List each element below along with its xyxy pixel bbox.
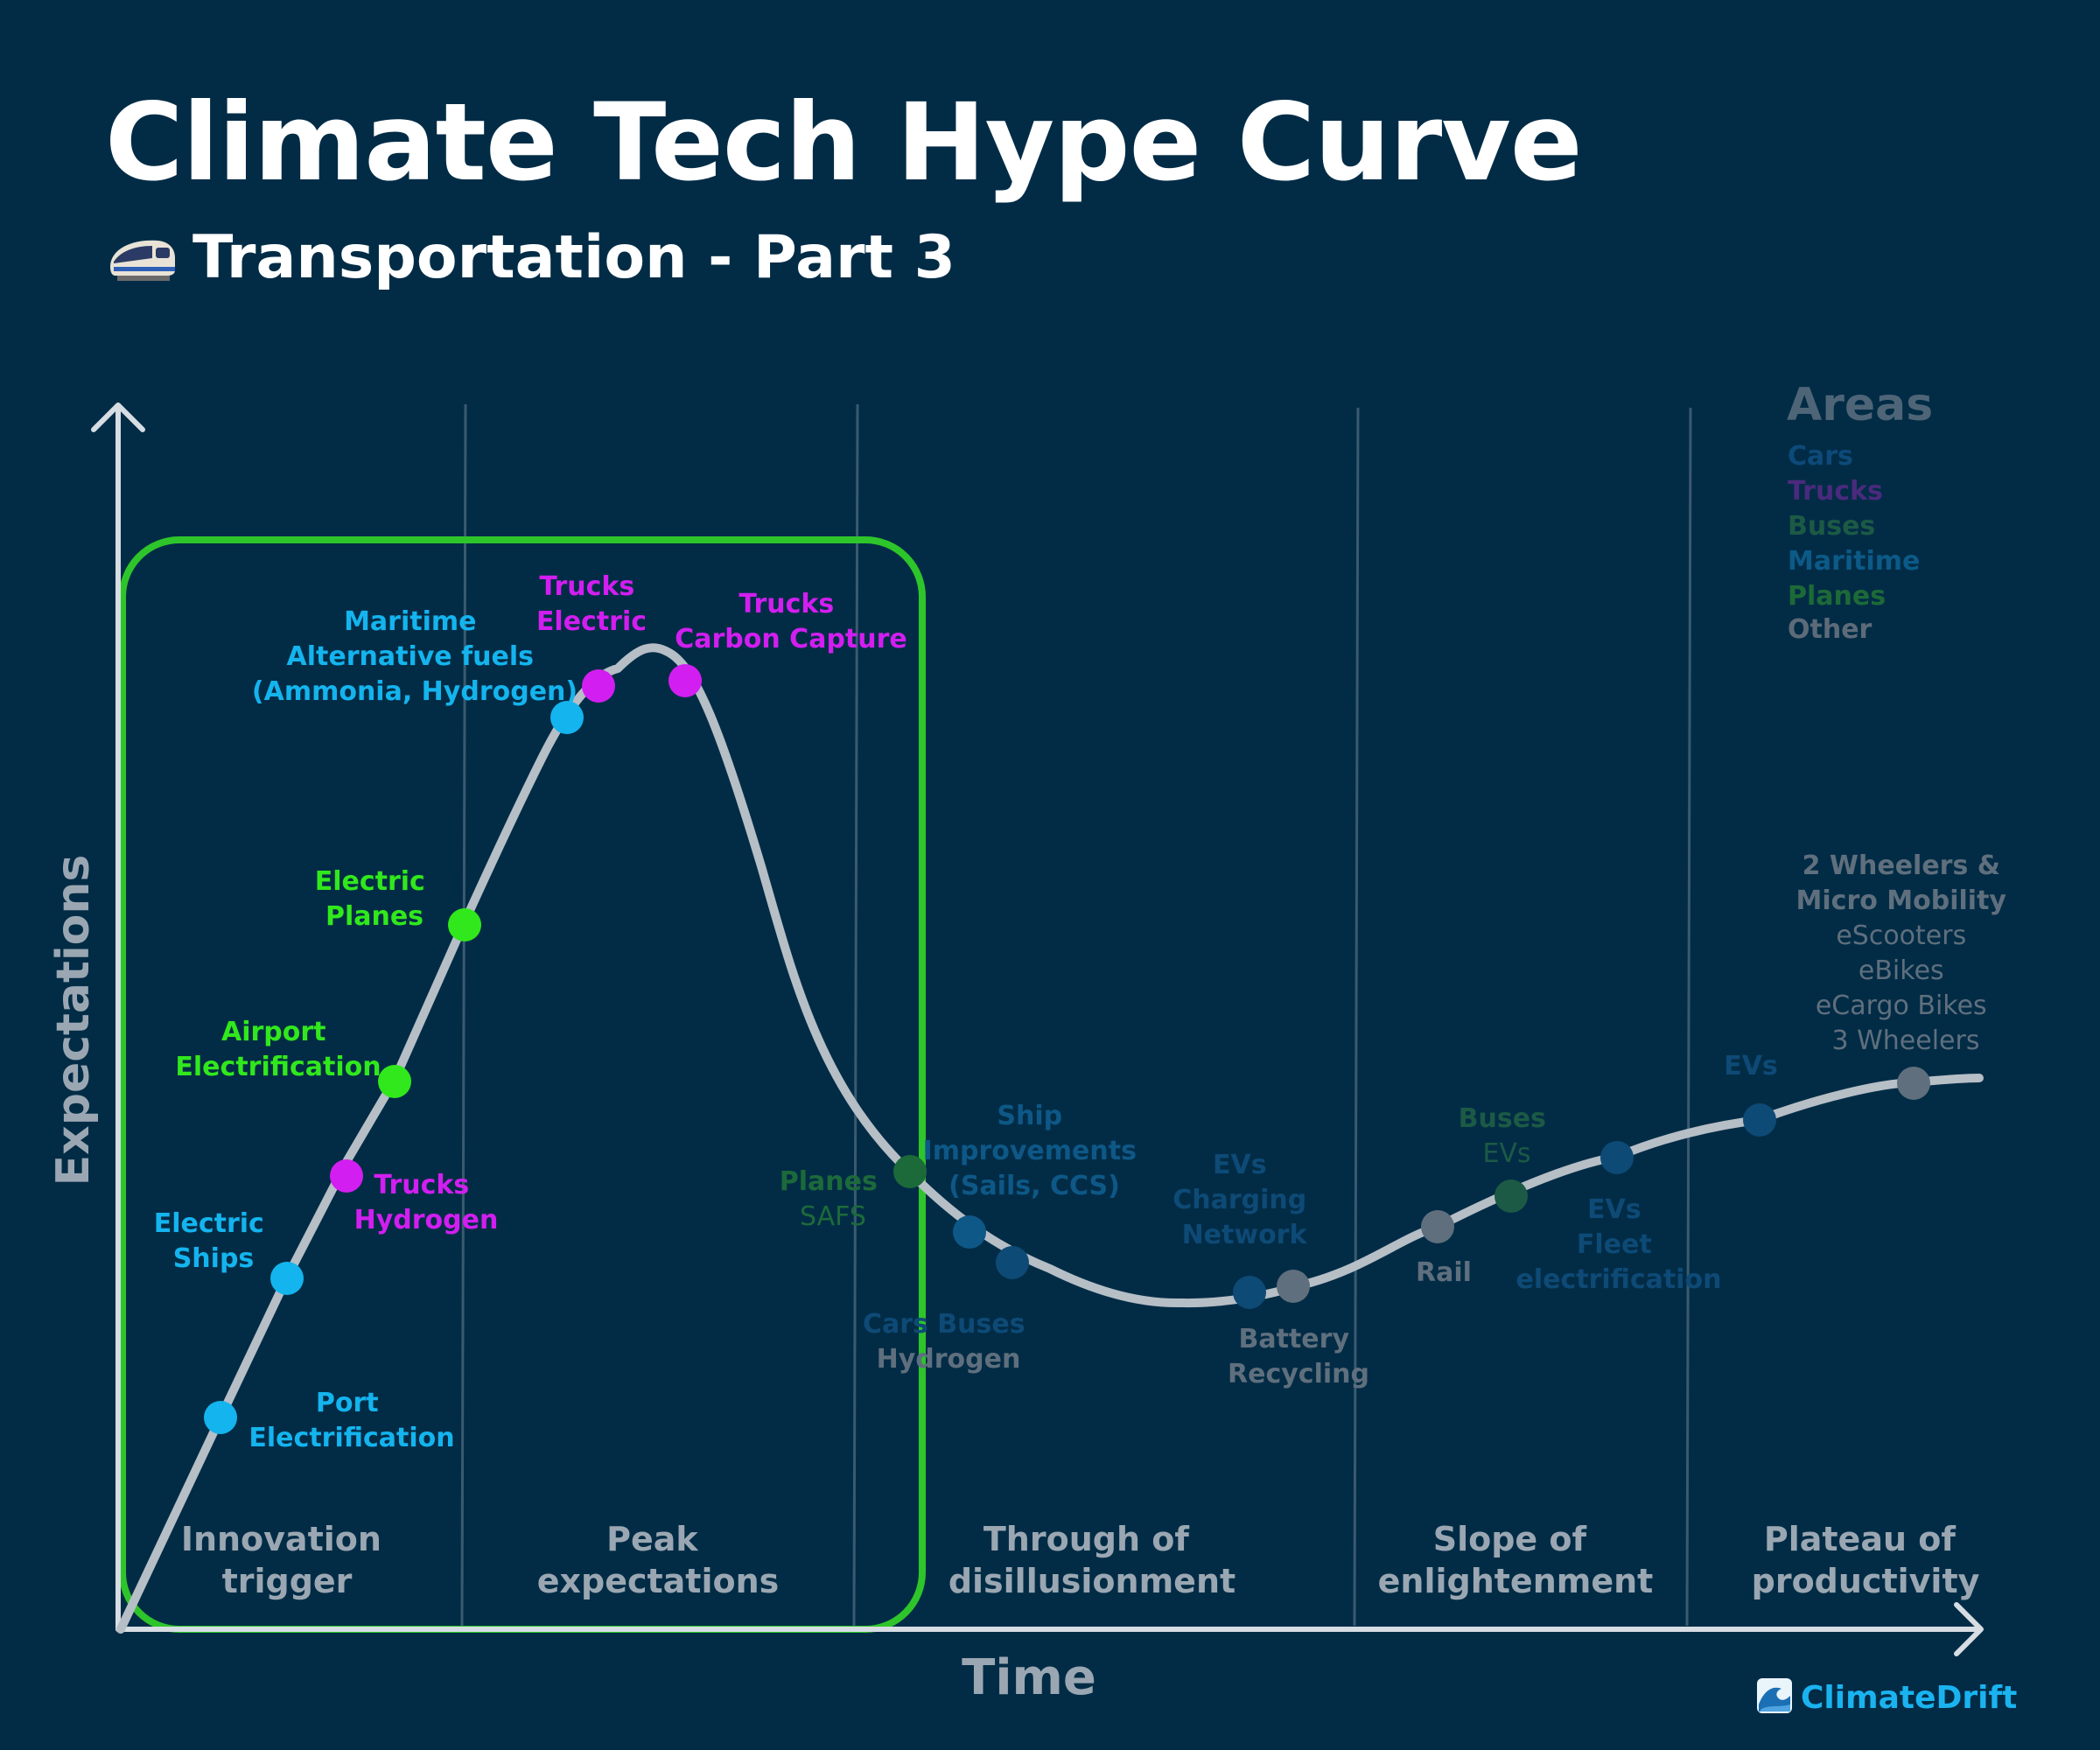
- axes: [91, 402, 1984, 1656]
- label-evs-charging: EVs Charging Network: [1172, 1150, 1315, 1250]
- label-rail: Rail: [1416, 1257, 1472, 1288]
- legend-item-other: Other: [1788, 614, 1872, 645]
- point-planes-safs: [893, 1155, 927, 1188]
- label-trucks-electric: Trucks Electric: [536, 571, 647, 637]
- hype-curve: [116, 643, 1984, 1634]
- phase-divider: [852, 403, 859, 1627]
- y-axis-arrow: [91, 402, 145, 432]
- phase-label-slope-enlightenment: Slope of enlightenment: [1378, 1520, 1654, 1600]
- x-axis-label: Time: [962, 1649, 1096, 1706]
- legend-item-planes: Planes: [1788, 581, 1886, 612]
- train-icon: [110, 240, 175, 281]
- phase-labels: Innovation trigger Peak expectations Thr…: [181, 1520, 1980, 1600]
- legend-item-buses: Buses: [1788, 511, 1875, 542]
- point-buses-evs: [1494, 1180, 1528, 1213]
- point-airport-electrification: [378, 1065, 411, 1098]
- y-axis-label: Expectations: [47, 855, 100, 1186]
- phase-divider: [460, 403, 467, 1627]
- point-battery-recycling: [1277, 1270, 1310, 1303]
- label-airport-electrification: Airport Electrification: [175, 1017, 381, 1082]
- point-ship-improvements: [953, 1215, 986, 1249]
- point-trucks-hydrogen: [330, 1159, 363, 1193]
- label-buses-evs: Buses EVs: [1459, 1103, 1556, 1169]
- phase-label-plateau-productivity: Plateau of productivity: [1752, 1520, 1980, 1600]
- label-evs: EVs: [1724, 1051, 1778, 1082]
- label-port-electrification: Port Electrification: [248, 1388, 454, 1453]
- point-electric-ships: [270, 1262, 304, 1295]
- label-trucks-carbon-capture: Trucks Carbon Capture: [675, 589, 907, 654]
- legend-item-maritime: Maritime: [1788, 546, 1920, 577]
- point-trucks-carbon-capture: [668, 664, 702, 697]
- label-planes-safs: Planes SAFS: [780, 1166, 887, 1232]
- point-evs: [1743, 1103, 1776, 1137]
- page-title: Climate Tech Hype Curve: [105, 80, 1583, 205]
- legend: Areas Cars Trucks Buses Maritime Planes …: [1787, 379, 1933, 645]
- label-battery-recycling: Battery Recycling: [1228, 1324, 1369, 1390]
- legend-item-cars: Cars: [1788, 441, 1853, 472]
- brand: ClimateDrift: [1757, 1678, 2017, 1716]
- phase-label-innovation-trigger: Innovation trigger: [181, 1520, 393, 1600]
- point-rail: [1421, 1210, 1454, 1243]
- legend-item-trucks: Trucks: [1788, 476, 1883, 507]
- subtitle-text: Transportation - Part 3: [192, 223, 956, 292]
- phase-label-through-disillusionment: Through of disillusionment: [948, 1520, 1236, 1600]
- curve-points: [204, 664, 1930, 1434]
- label-ship-improvements: Ship Improvements (Sails, CCS): [923, 1101, 1146, 1201]
- phase-label-peak-expectations: Peak expectations: [537, 1520, 780, 1600]
- phase-divider: [1353, 407, 1360, 1627]
- label-evs-fleet: EVs Fleet electrification: [1516, 1194, 1721, 1295]
- label-electric-planes: Electric Planes: [315, 866, 435, 932]
- label-electric-ships: Electric Ships: [154, 1208, 274, 1274]
- x-axis-arrow: [1954, 1602, 1984, 1656]
- point-micro-mobility: [1897, 1067, 1930, 1100]
- brand-name: ClimateDrift: [1801, 1680, 2017, 1716]
- label-trucks-hydrogen: Trucks Hydrogen: [354, 1170, 499, 1236]
- phase-dividers: [460, 403, 1692, 1627]
- legend-title: Areas: [1787, 379, 1933, 431]
- label-micro-mobility: 2 Wheelers & Micro Mobility eScooters eB…: [1796, 850, 2016, 1056]
- point-cars-buses-hydrogen: [996, 1246, 1029, 1279]
- page-subtitle: Transportation - Part 3: [105, 223, 956, 292]
- point-trucks-electric: [582, 669, 615, 703]
- phase-divider: [1685, 407, 1692, 1627]
- point-evs-fleet: [1600, 1141, 1634, 1174]
- point-evs-charging: [1233, 1276, 1266, 1309]
- point-electric-planes: [448, 908, 481, 942]
- label-maritime-alt-fuels: Maritime Alternative fuels (Ammonia, Hyd…: [252, 606, 578, 707]
- label-cars-buses-hydrogen: Cars Buses Hydrogen: [863, 1309, 1034, 1375]
- annotations: Port Electrification Electric Ships Truc…: [154, 571, 2016, 1453]
- point-maritime-alt-fuels: [550, 701, 584, 734]
- wave-icon: [1757, 1678, 1792, 1713]
- point-port-electrification: [204, 1401, 237, 1434]
